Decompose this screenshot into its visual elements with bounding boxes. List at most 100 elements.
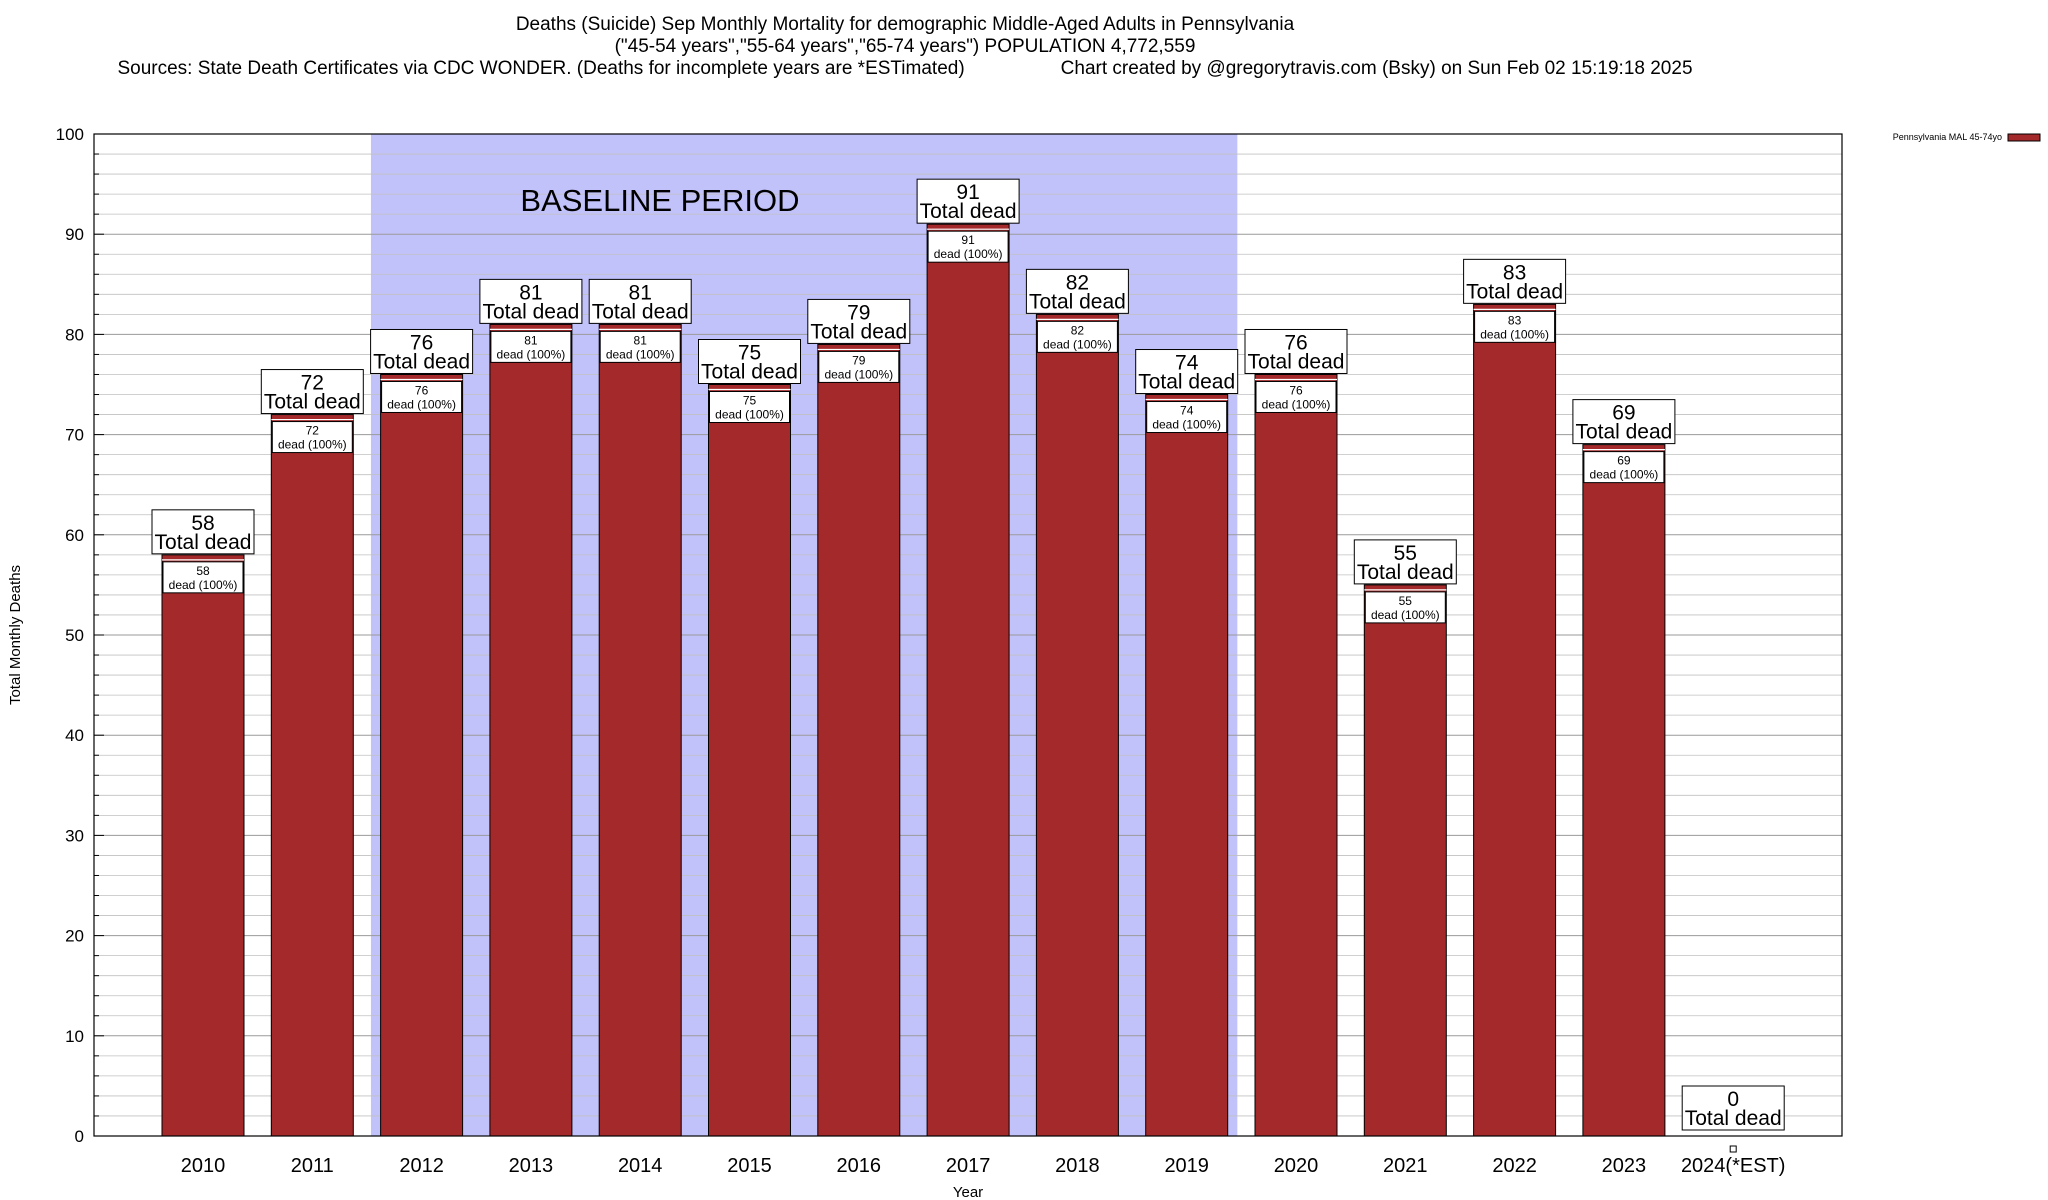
bar-inner-label: dead (100%) (169, 578, 238, 592)
x-tick-label: 2023 (1602, 1155, 1647, 1177)
bar-inner-label-box (927, 230, 1009, 263)
bar-inner-label: dead (100%) (497, 347, 566, 361)
y-tick-label: 20 (65, 927, 84, 946)
bar-inner-value: 58 (196, 564, 210, 578)
bar-inner-value: 81 (634, 333, 648, 347)
y-tick-label: 90 (65, 225, 84, 244)
bar-inner-label: dead (100%) (1371, 608, 1440, 622)
bar-total-label: Total dead (1138, 371, 1235, 394)
bar (817, 343, 901, 1137)
bar (1582, 444, 1666, 1137)
bar-total-label: Total dead (373, 350, 470, 373)
bar-inner-label-box (1474, 310, 1556, 343)
bar-inner-label: dead (100%) (1590, 468, 1659, 482)
bar (1145, 394, 1229, 1137)
bar-inner-label-box (599, 330, 681, 363)
x-tick-label: 2020 (1274, 1155, 1319, 1177)
bar-total-label-box (370, 328, 474, 374)
bar-inner-label: dead (100%) (1480, 327, 1549, 341)
bar-total-value: 76 (410, 331, 433, 354)
x-axis-title: Year (953, 1184, 983, 1200)
bar-total-value: 0 (1727, 1088, 1739, 1111)
bar-total-label: Total dead (264, 391, 361, 414)
bar-total-label: Total dead (482, 300, 579, 323)
bar (708, 384, 791, 1137)
bar-total-label-box (1463, 258, 1567, 304)
bar-inner-label-box (1036, 320, 1118, 353)
bar-total-label: Total dead (920, 200, 1017, 223)
sources-text: Sources: State Death Certificates via CD… (117, 58, 965, 79)
bar-total-value: 76 (1284, 331, 1307, 354)
bar-inner-label: dead (100%) (715, 408, 784, 422)
x-tick-label: 2021 (1383, 1155, 1428, 1177)
bar-total-value: 58 (191, 512, 214, 535)
chart-subtitle: ("45-54 years","55-64 years","65-74 year… (614, 36, 1196, 57)
bar-inner-value: 75 (743, 394, 757, 408)
bar-total-label-box (698, 339, 801, 384)
bar-inner-label: dead (100%) (824, 367, 893, 381)
bar-total-label-box (807, 298, 911, 344)
y-tick-label: 100 (56, 125, 84, 144)
bar-total-label: Total dead (592, 300, 689, 323)
bar-total-label: Total dead (701, 361, 798, 384)
bar-total-label: Total dead (1466, 280, 1563, 303)
bar-total-value: 81 (629, 281, 652, 304)
x-tick-label: 2010 (181, 1155, 226, 1177)
bar-total-label-box (151, 509, 255, 555)
chart-title: Deaths (Suicide) Sep Monthly Mortality f… (515, 14, 1295, 35)
plot-border (93, 133, 1843, 1137)
bar-inner-value: 76 (415, 383, 429, 397)
bar-total-value: 79 (847, 301, 870, 324)
bar (380, 373, 464, 1137)
bar-total-label: Total dead (1357, 561, 1454, 584)
chart-sources-line: Sources: State Death Certificates via CD… (0, 58, 1810, 80)
bar-total-value: 72 (301, 372, 324, 395)
bar (926, 223, 1010, 1137)
bar (1254, 373, 1338, 1137)
x-tick-label: 2019 (1164, 1155, 1209, 1177)
bar-inner-value: 76 (1289, 383, 1303, 397)
bar-inner-label-box (162, 561, 244, 594)
y-axis-title: Total Monthly Deaths (7, 565, 24, 705)
bar-total-value: 75 (738, 342, 761, 365)
bar (161, 554, 245, 1137)
bar-inner-value: 82 (1071, 323, 1085, 337)
bar-total-value: 82 (1066, 271, 1089, 294)
bar (1363, 584, 1447, 1137)
bar-inner-label-box (1364, 591, 1446, 624)
bar-inner-label: dead (100%) (606, 347, 675, 361)
bar-total-value: 74 (1175, 352, 1199, 375)
bar-inner-label-box (1146, 401, 1228, 434)
bar (270, 414, 354, 1137)
bar-total-label: Total dead (1029, 290, 1126, 313)
bar-inner-value: 81 (524, 333, 538, 347)
x-tick-label: 2018 (1055, 1155, 1100, 1177)
bar-inner-label: dead (100%) (1043, 337, 1112, 351)
baseline-period-label: BASELINE PERIOD (520, 183, 799, 218)
bar-total-value: 83 (1503, 261, 1526, 284)
bar-total-label: Total dead (810, 320, 907, 343)
bar-total-value: 81 (519, 281, 542, 304)
bar-total-label: Total dead (1248, 350, 1345, 373)
x-tick-label: 2017 (946, 1155, 991, 1177)
bar-total-label-box (588, 278, 692, 324)
bar-total-label-box (479, 278, 583, 324)
y-tick-label: 70 (65, 426, 84, 445)
bar-total-value: 91 (956, 181, 979, 204)
x-tick-label: 2015 (727, 1155, 772, 1177)
bar-inner-label: dead (100%) (387, 397, 456, 411)
bar-inner-value: 91 (961, 233, 975, 247)
bar-inner-label: dead (100%) (278, 438, 347, 452)
bar-total-label-box (1244, 328, 1348, 374)
y-tick-label: 60 (65, 526, 84, 545)
credit-text: Chart created by @gregorytravis.com (Bsk… (1060, 58, 1693, 79)
bar-total-value: 55 (1394, 542, 1417, 565)
chart-titles: Deaths (Suicide) Sep Monthly Mortality f… (0, 14, 1810, 80)
bar (489, 323, 573, 1137)
bar-total-label: Total dead (155, 531, 252, 554)
bar (1473, 303, 1557, 1137)
bar-inner-value: 83 (1508, 313, 1522, 327)
x-tick-label: 2013 (509, 1155, 554, 1177)
bar-inner-value: 79 (852, 353, 866, 367)
